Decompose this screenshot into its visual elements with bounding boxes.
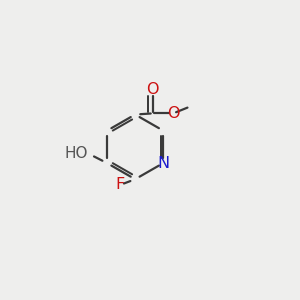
Text: O: O xyxy=(167,106,179,121)
Text: F: F xyxy=(116,178,125,193)
Text: O: O xyxy=(146,82,159,97)
Text: HO: HO xyxy=(64,146,88,161)
Text: N: N xyxy=(157,155,170,170)
